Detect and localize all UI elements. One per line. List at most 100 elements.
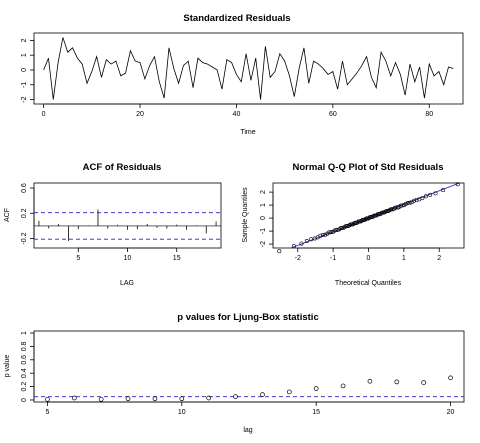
qq-point bbox=[345, 224, 350, 229]
residuals-series-line bbox=[43, 37, 454, 100]
qq-point bbox=[318, 233, 323, 238]
qq-point bbox=[384, 209, 389, 214]
acf-panel: ACF of Residuals 5 10 15 -0.2 0.2 0.6 LAG ACF bbox=[4, 162, 222, 287]
qq-point bbox=[383, 209, 388, 214]
acf-y-tick-label: 0.6 bbox=[21, 183, 28, 193]
ljungbox-x-tick-label: 20 bbox=[447, 409, 455, 416]
ljungbox-point bbox=[260, 392, 265, 397]
residuals-x-tick-label: 80 bbox=[425, 111, 433, 118]
residuals-y-tick-label: -2 bbox=[21, 96, 28, 102]
qq-point bbox=[339, 225, 344, 230]
acf-xlabel: LAG bbox=[120, 280, 134, 287]
ljungbox-y-tick-label: 1 bbox=[21, 331, 28, 335]
acf-y-tick-label: 0.2 bbox=[21, 208, 28, 218]
ljungbox-point bbox=[394, 379, 400, 385]
ljungbox-point bbox=[71, 395, 77, 401]
ljungbox-point bbox=[206, 395, 212, 401]
qq-axes: -2 -1 0 1 2 -2 -1 0 1 2 bbox=[260, 190, 441, 262]
qq-point bbox=[389, 207, 394, 212]
qq-ylabel: Sample Quantiles bbox=[242, 187, 249, 243]
ljungbox-point bbox=[340, 383, 346, 389]
qq-point bbox=[407, 200, 412, 205]
qq-point bbox=[323, 232, 328, 237]
qq-x-tick-label: -2 bbox=[295, 255, 301, 262]
ljungbox-y-tick-label: 0 bbox=[21, 398, 28, 402]
ljungbox-y-tick-label: 0.8 bbox=[21, 341, 28, 351]
ljungbox-title: p values for Ljung-Box statistic bbox=[177, 312, 318, 323]
ljungbox-point bbox=[179, 396, 185, 402]
qq-point bbox=[400, 203, 405, 208]
qq-point bbox=[441, 188, 446, 193]
qq-point bbox=[420, 196, 425, 201]
ljungbox-xlabel: lag bbox=[243, 427, 252, 434]
ljungbox-y-tick-label: 0.4 bbox=[21, 368, 28, 378]
qq-point bbox=[405, 201, 410, 206]
qq-y-tick-label: -2 bbox=[260, 241, 267, 247]
acf-ylabel: ACF bbox=[4, 208, 11, 222]
qq-points bbox=[277, 182, 460, 254]
residuals-y-tick-label: -1 bbox=[21, 82, 28, 88]
qq-point bbox=[304, 239, 309, 244]
qq-point bbox=[385, 209, 390, 214]
residuals-x-tick-label: 20 bbox=[136, 111, 144, 118]
ljungbox-axes: 5 10 15 20 0 0.2 0.4 0.6 0.8 1 bbox=[21, 331, 455, 416]
acf-x-tick-label: 10 bbox=[124, 255, 132, 262]
qq-point bbox=[329, 230, 334, 235]
ljungbox-x-tick-label: 5 bbox=[45, 409, 49, 416]
ljungbox-point bbox=[421, 380, 427, 385]
ljungbox-point bbox=[233, 394, 238, 399]
residuals-axes: 0 20 40 60 80 -2 -1 0 1 2 bbox=[21, 38, 433, 118]
acf-x-tick-label: 5 bbox=[76, 255, 80, 262]
acf-y-tick-label: -0.2 bbox=[21, 232, 28, 244]
qq-point bbox=[334, 227, 339, 232]
ljungbox-y-tick-label: 0.2 bbox=[21, 382, 28, 392]
residuals-x-tick-label: 60 bbox=[329, 111, 337, 118]
qq-point bbox=[428, 192, 433, 197]
qq-point bbox=[423, 194, 428, 199]
residuals-xlabel: Time bbox=[240, 129, 255, 136]
qq-x-tick-label: 0 bbox=[367, 255, 371, 262]
residuals-line bbox=[43, 37, 454, 100]
qq-point bbox=[414, 197, 419, 202]
ljungbox-point bbox=[313, 386, 319, 391]
ljungbox-points bbox=[34, 375, 464, 402]
ljungbox-x-tick-label: 10 bbox=[178, 409, 186, 416]
qq-y-tick-label: -1 bbox=[260, 228, 267, 234]
acf-title: ACF of Residuals bbox=[83, 162, 162, 173]
ljungbox-point bbox=[98, 396, 104, 402]
qq-point bbox=[325, 231, 330, 236]
qq-y-tick-label: 1 bbox=[260, 203, 267, 207]
residuals-x-tick-label: 40 bbox=[233, 111, 241, 118]
residuals-x-tick-label: 0 bbox=[42, 111, 46, 118]
acf-bars bbox=[34, 209, 221, 242]
qq-x-tick-label: 2 bbox=[437, 255, 441, 262]
qq-point bbox=[320, 233, 325, 238]
qq-x-tick-label: 1 bbox=[402, 255, 406, 262]
qq-point bbox=[455, 182, 460, 187]
qq-y-tick-label: 0 bbox=[260, 216, 267, 220]
acf-axes: 5 10 15 -0.2 0.2 0.6 bbox=[21, 183, 181, 262]
ljungbox-point bbox=[152, 396, 158, 402]
qq-title: Normal Q-Q Plot of Std Residuals bbox=[293, 162, 444, 173]
ljungbox-point bbox=[286, 389, 292, 395]
ljungbox-point bbox=[448, 375, 453, 381]
ljungbox-y-tick-label: 0.6 bbox=[21, 355, 28, 365]
ljungbox-point bbox=[367, 378, 373, 384]
ljungbox-x-tick-label: 15 bbox=[312, 409, 320, 416]
qq-point bbox=[394, 205, 399, 210]
qq-point bbox=[277, 249, 282, 254]
qq-point bbox=[343, 224, 348, 229]
acf-x-tick-label: 15 bbox=[173, 255, 181, 262]
residuals-title: Standardized Residuals bbox=[183, 13, 290, 24]
residuals-y-tick-label: 1 bbox=[21, 53, 28, 57]
qq-point bbox=[433, 191, 438, 196]
qq-point bbox=[291, 244, 296, 249]
acf-frame bbox=[33, 182, 222, 249]
residuals-y-tick-label: 0 bbox=[21, 68, 28, 72]
ljungbox-point bbox=[45, 396, 50, 402]
ljungbox-point bbox=[125, 396, 131, 402]
ljungbox-frame bbox=[33, 330, 465, 403]
residuals-y-tick-label: 2 bbox=[21, 38, 28, 42]
qq-point bbox=[378, 211, 383, 216]
